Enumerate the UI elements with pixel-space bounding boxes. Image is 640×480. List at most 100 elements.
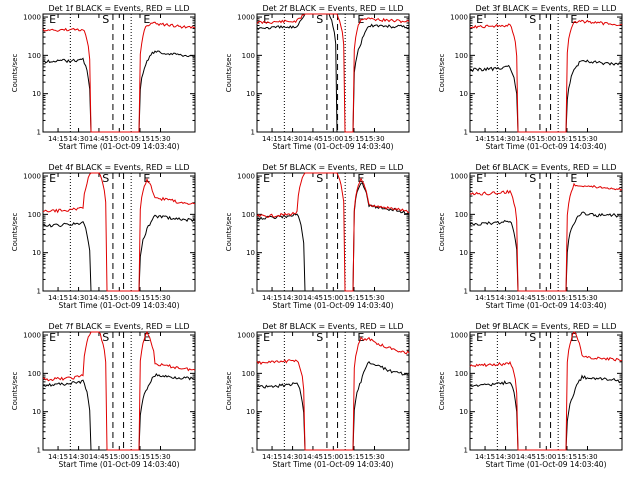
y-axis-label: Counts/sec xyxy=(11,372,19,411)
y-axis-label: Counts/sec xyxy=(225,372,233,411)
panel-6: Det 6f BLACK = Events, RED = LLD 1 10 100 10… xyxy=(438,163,623,310)
event-marker: E xyxy=(263,172,270,185)
panel-3: Det 3f BLACK = Events, RED = LLD 1 10 100 10… xyxy=(438,4,623,151)
y-tick-label: 10 xyxy=(459,408,468,416)
y-tick-label: 1 xyxy=(37,288,41,296)
series-line-1 xyxy=(256,13,410,133)
y-tick-label: 100 xyxy=(455,211,468,219)
event-marker: S xyxy=(102,13,109,26)
x-axis-label: Start Time (01-Oct-09 14:03:40) xyxy=(272,142,393,151)
panel-9: Det 9f BLACK = Events, RED = LLD 1 10 100 10… xyxy=(438,322,623,469)
event-marker: E xyxy=(263,331,270,344)
y-tick-label: 10 xyxy=(32,408,41,416)
event-marker: S xyxy=(102,331,109,344)
y-tick-label: 100 xyxy=(28,370,41,378)
x-tick-label: 15:15 xyxy=(130,294,150,302)
x-axis-label: Start Time (01-Oct-09 14:03:40) xyxy=(272,460,393,469)
y-tick-label: 100 xyxy=(455,370,468,378)
y-axis-label: Counts/sec xyxy=(438,54,446,93)
chart-title: Det 7f BLACK = Events, RED = LLD xyxy=(48,322,189,331)
x-tick-label: 15:00 xyxy=(323,453,343,461)
x-tick-label: 15:30 xyxy=(150,135,170,143)
y-tick-label: 1000 xyxy=(237,173,255,181)
x-tick-label: 15:15 xyxy=(557,453,577,461)
y-tick-label: 1000 xyxy=(23,14,41,22)
event-marker: E xyxy=(570,13,577,26)
x-tick-label: 15:30 xyxy=(364,135,384,143)
chart-title: Det 4f BLACK = Events, RED = LLD xyxy=(48,163,189,172)
x-tick-label: 15:15 xyxy=(557,135,577,143)
x-tick-label: 15:00 xyxy=(536,453,556,461)
event-marker: E xyxy=(49,13,56,26)
event-marker: S xyxy=(316,172,323,185)
x-tick-label: 14:15 xyxy=(262,294,282,302)
x-tick-label: 15:30 xyxy=(150,453,170,461)
x-tick-label: 14:45 xyxy=(516,135,536,143)
panel-7: Det 7f BLACK = Events, RED = LLD 1 10 100 10… xyxy=(11,322,196,469)
x-tick-label: 14:45 xyxy=(89,294,109,302)
y-tick-label: 100 xyxy=(242,52,255,60)
event-marker: E xyxy=(476,172,483,185)
x-tick-label: 14:45 xyxy=(303,294,323,302)
y-tick-label: 1 xyxy=(37,447,41,455)
event-marker: S xyxy=(529,172,536,185)
y-tick-label: 100 xyxy=(455,52,468,60)
plot-frame xyxy=(469,172,623,292)
y-tick-label: 1 xyxy=(251,288,255,296)
x-tick-label: 15:15 xyxy=(130,135,150,143)
y-tick-label: 100 xyxy=(28,52,41,60)
series-line-2 xyxy=(469,182,623,292)
y-tick-label: 1 xyxy=(464,129,468,137)
x-tick-label: 14:15 xyxy=(48,294,68,302)
x-axis-label: Start Time (01-Oct-09 14:03:40) xyxy=(58,460,179,469)
y-tick-label: 10 xyxy=(246,90,255,98)
x-tick-label: 15:00 xyxy=(323,294,343,302)
x-tick-label: 15:30 xyxy=(150,294,170,302)
series-line-1 xyxy=(256,182,410,292)
y-tick-label: 10 xyxy=(246,408,255,416)
series-line-2 xyxy=(256,172,410,292)
x-tick-label: 15:00 xyxy=(109,135,129,143)
chart-title: Det 1f BLACK = Events, RED = LLD xyxy=(48,4,189,13)
panel-5: Det 5f BLACK = Events, RED = LLD 1 10 100 10… xyxy=(225,163,410,310)
plot-frame xyxy=(42,331,196,451)
x-tick-label: 15:00 xyxy=(109,453,129,461)
x-tick-label: 15:30 xyxy=(577,135,597,143)
event-marker: E xyxy=(143,13,150,26)
event-marker: E xyxy=(570,172,577,185)
series-line-2 xyxy=(42,172,196,292)
x-axis-label: Start Time (01-Oct-09 14:03:40) xyxy=(485,142,606,151)
y-tick-label: 1000 xyxy=(23,332,41,340)
plot-frame xyxy=(469,13,623,133)
y-tick-label: 10 xyxy=(459,249,468,257)
x-axis-label: Start Time (01-Oct-09 14:03:40) xyxy=(58,142,179,151)
x-tick-label: 14:15 xyxy=(262,453,282,461)
y-tick-label: 1 xyxy=(464,288,468,296)
event-marker: S xyxy=(316,13,323,26)
x-axis-label: Start Time (01-Oct-09 14:03:40) xyxy=(485,460,606,469)
series-line-2 xyxy=(42,330,196,451)
event-marker: S xyxy=(316,331,323,344)
x-axis-label: Start Time (01-Oct-09 14:03:40) xyxy=(485,301,606,310)
y-tick-label: 1000 xyxy=(450,332,468,340)
plot-frame xyxy=(256,172,410,292)
chart-title: Det 2f BLACK = Events, RED = LLD xyxy=(262,4,403,13)
panel-2: Det 2f BLACK = Events, RED = LLD 1 10 100 10… xyxy=(225,4,410,151)
event-marker: S xyxy=(529,331,536,344)
event-marker: E xyxy=(476,331,483,344)
x-tick-label: 15:00 xyxy=(323,135,343,143)
x-tick-label: 15:30 xyxy=(577,294,597,302)
x-tick-label: 15:00 xyxy=(536,135,556,143)
x-tick-label: 14:15 xyxy=(262,135,282,143)
plot-frame xyxy=(42,13,196,133)
series-line-2 xyxy=(256,13,410,133)
y-tick-label: 10 xyxy=(32,90,41,98)
x-axis-label: Start Time (01-Oct-09 14:03:40) xyxy=(272,301,393,310)
series-line-2 xyxy=(256,336,410,451)
x-tick-label: 15:30 xyxy=(577,453,597,461)
y-tick-label: 1000 xyxy=(23,173,41,181)
x-tick-label: 14:30 xyxy=(68,294,88,302)
y-tick-label: 1000 xyxy=(237,332,255,340)
x-tick-label: 14:45 xyxy=(89,453,109,461)
